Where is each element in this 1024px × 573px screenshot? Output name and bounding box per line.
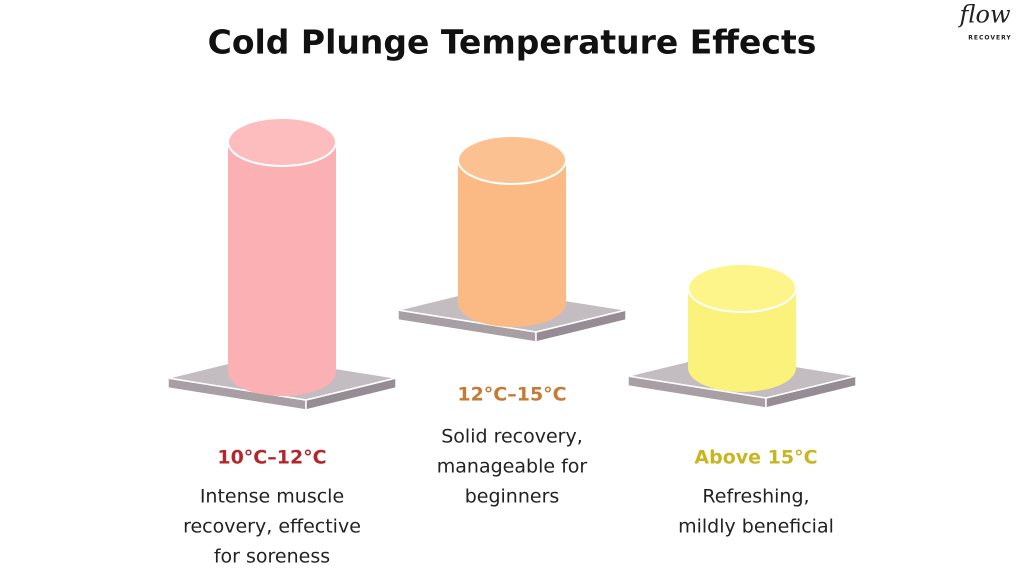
cylinder-top [227, 117, 337, 167]
item-description: manageable for [437, 456, 588, 478]
cylinder-body [688, 288, 796, 392]
logo: flow [958, 1, 1011, 29]
title: Cold Plunge Temperature Effects [208, 23, 817, 62]
cylinder-body [458, 160, 566, 327]
cylinder-top [457, 135, 567, 185]
item-description: Refreshing, [702, 486, 809, 508]
item-label: Above 15°C [694, 447, 817, 469]
item-label: 12°C–15°C [457, 384, 566, 406]
item-description: Intense muscle [200, 486, 344, 508]
logo-subtitle: RECOVERY [968, 35, 1011, 42]
labels: 10°C–12°C Intense muscle recovery, effecti… [183, 384, 834, 568]
item-label: 10°C–12°C [217, 447, 326, 469]
cylinder-top [687, 263, 797, 313]
item-description: Solid recovery, [441, 426, 583, 448]
cylinder-body [228, 142, 336, 396]
item-description: mildly beneficial [678, 516, 834, 538]
illustration [167, 117, 857, 411]
item-description: for soreness [214, 546, 330, 568]
item-description: beginners [465, 486, 560, 508]
item-description: recovery, effective [183, 516, 361, 538]
